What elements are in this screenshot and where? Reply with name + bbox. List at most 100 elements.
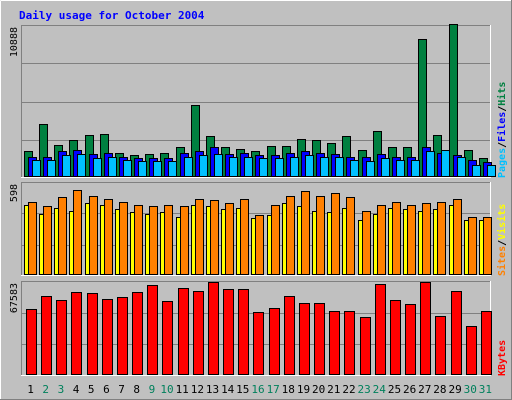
bar-pages-day-18 [290,157,299,177]
bar-hits-day-29 [449,24,458,177]
bar-kbytes-day-15 [238,289,249,375]
bar-kbytes-day-26 [405,304,416,375]
bar-kbytes-day-5 [87,293,98,375]
bar-pages-day-10 [168,161,177,177]
bar-kbytes-day-14 [223,289,234,375]
panel-legend: KBytes [497,340,508,376]
x-tick-label-day-11: 11 [176,383,189,396]
bar-kbytes-day-22 [344,311,355,375]
bar-sites-day-25 [392,202,401,275]
x-tick-label-day-20: 20 [312,383,325,396]
bar-sites-day-7 [119,202,128,275]
bar-sites-day-12 [195,199,204,275]
legend-entry: / [497,240,508,246]
bar-pages-day-12 [199,155,208,177]
bar-sites-day-31 [483,217,492,275]
bar-sites-day-27 [422,203,431,275]
panel-max-label: 598 [9,184,20,202]
bar-pages-day-27 [426,151,435,177]
bar-sites-day-3 [58,197,67,275]
bar-kbytes-day-18 [284,296,295,375]
bar-kbytes-day-28 [435,316,446,375]
bar-kbytes-day-29 [451,291,462,375]
bar-kbytes-day-25 [390,300,401,375]
bar-kbytes-day-13 [208,282,219,375]
legend-entry: / [497,106,508,112]
bar-pages-day-24 [381,158,390,177]
bar-pages-day-28 [441,150,450,177]
bar-sites-day-24 [377,205,386,275]
bar-kbytes-day-24 [375,284,386,375]
bar-sites-day-23 [362,211,371,275]
bar-kbytes-day-19 [299,303,310,375]
bar-pages-day-19 [305,155,314,177]
bar-kbytes-day-31 [481,311,492,375]
x-tick-label-day-26: 26 [403,383,416,396]
bar-pages-day-8 [138,161,147,177]
x-axis-day-labels: 1 2 3 4 5 6 7 8 9 10 11 12 13 14 15 16 17 18 19 20 21 22 23 24 2… [27,383,492,396]
bar-kbytes-day-8 [132,292,143,375]
bar-kbytes-day-11 [178,288,189,375]
x-tick-label-day-24: 24 [373,383,387,396]
x-tick-label-day-16: 16 [251,383,264,396]
x-tick-label-day-14: 14 [221,383,235,396]
bar-pages-day-29 [457,157,466,177]
bar-sites-day-2 [43,206,52,275]
bar-pages-day-31 [487,165,496,177]
bar-sites-day-6 [104,199,113,275]
bar-sites-day-14 [225,203,234,275]
bar-pages-day-7 [123,160,132,177]
bar-kbytes-day-27 [420,282,431,375]
legend-entry: Hits [496,82,508,106]
bar-pages-day-15 [244,157,253,177]
x-tick-label-day-27: 27 [418,383,431,396]
legend-entry: / [497,142,508,148]
series-pages [32,150,496,177]
bar-pages-day-17 [275,158,284,177]
x-tick-label-day-28: 28 [433,383,446,396]
bar-pages-day-4 [77,154,86,177]
chart-panels: 10888Pages/Files/Hits598Sites/Visits6758… [9,24,508,376]
bar-sites-day-19 [301,191,310,275]
x-tick-label-day-5: 5 [88,383,95,396]
panel-max-label: 67583 [9,283,20,313]
bar-kbytes-day-12 [193,291,204,375]
bar-pages-day-20 [320,157,329,177]
bar-pages-day-2 [47,160,56,177]
legend-entry: Files [496,112,508,142]
bar-pages-day-11 [184,157,193,177]
x-tick-label-day-4: 4 [73,383,80,396]
panel-max-label: 10888 [9,27,20,57]
x-tick-label-day-8: 8 [133,383,140,396]
bar-sites-day-10 [164,205,173,275]
series-sites [28,190,492,275]
bar-kbytes-day-9 [147,285,158,375]
bar-kbytes-day-17 [269,308,280,375]
panel-kbytes: 67583 KBytes [9,281,508,376]
bar-kbytes-day-10 [162,301,173,375]
bar-pages-day-22 [350,160,359,177]
bar-pages-day-6 [108,157,117,177]
x-tick-label-day-15: 15 [236,383,249,396]
x-tick-label-day-30: 30 [464,383,477,396]
bar-pages-day-3 [62,155,71,177]
x-tick-label-day-25: 25 [388,383,401,396]
x-tick-label-day-12: 12 [191,383,204,396]
bar-kbytes-day-16 [253,312,264,375]
panel-visits_sites: 598 Sites/Visits [9,182,508,276]
x-tick-label-day-1: 1 [27,383,34,396]
bar-pages-day-21 [335,157,344,177]
bar-sites-day-29 [453,199,462,275]
bar-kbytes-day-20 [314,303,325,375]
bar-kbytes-day-23 [360,317,371,375]
bar-kbytes-day-6 [102,299,113,375]
bar-sites-day-16 [255,215,264,275]
x-tick-label-day-2: 2 [42,383,49,396]
bar-pages-day-25 [396,160,405,177]
legend-entry: Sites [496,246,508,276]
bar-kbytes-day-7 [117,297,128,375]
bar-pages-day-26 [411,160,420,177]
bar-sites-day-11 [180,206,189,275]
